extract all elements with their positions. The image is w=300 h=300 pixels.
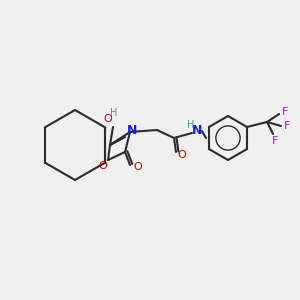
Text: O: O [134, 162, 142, 172]
Text: O: O [178, 150, 186, 160]
Text: H: H [187, 120, 195, 130]
Text: N: N [127, 124, 137, 136]
Text: F: F [272, 136, 278, 146]
Text: N: N [192, 124, 202, 136]
Text: F: F [282, 107, 288, 117]
Text: O: O [99, 161, 107, 171]
Text: F: F [284, 121, 290, 131]
Text: H: H [110, 108, 118, 118]
Text: O: O [103, 114, 112, 124]
